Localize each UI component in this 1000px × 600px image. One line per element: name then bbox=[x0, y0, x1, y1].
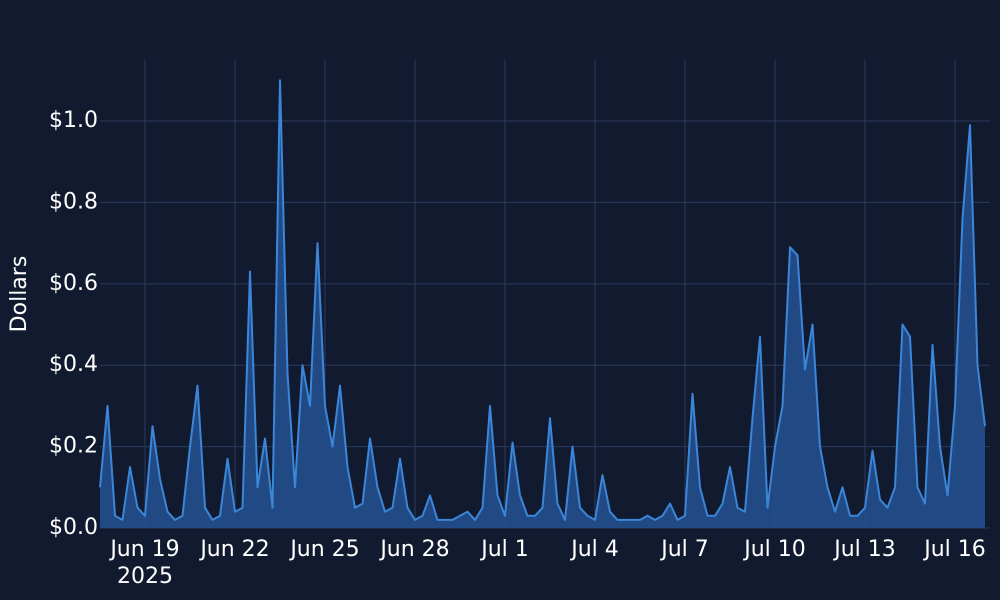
x-tick-label: Jul 4 bbox=[569, 537, 619, 562]
x-tick-label: Jul 16 bbox=[922, 537, 986, 562]
x-tick-label: Jun 28 bbox=[378, 537, 449, 562]
y-tick-label: $1.0 bbox=[49, 108, 98, 133]
y-tick-label: $0.2 bbox=[49, 434, 98, 459]
data-line bbox=[99, 79, 986, 521]
y-tick-label: $0.6 bbox=[49, 271, 98, 296]
x-tick-label: Jul 1 bbox=[479, 537, 529, 562]
x-tick-label: Jun 25 bbox=[288, 537, 359, 562]
y-axis-label: Dollars bbox=[7, 256, 32, 333]
y-tick-label: $0.0 bbox=[49, 515, 98, 540]
area-fill bbox=[100, 80, 985, 529]
x-tick-label: Jul 13 bbox=[832, 537, 896, 562]
y-tick-label: $0.8 bbox=[49, 189, 98, 214]
x-tick-label: Jul 10 bbox=[742, 537, 806, 562]
x-tick-label: Jul 7 bbox=[659, 537, 709, 562]
y-tick-label: $0.4 bbox=[49, 352, 98, 377]
x-year-label: 2025 bbox=[117, 564, 173, 589]
x-tick-label: Jun 22 bbox=[198, 537, 269, 562]
x-tick-label: Jun 19 bbox=[108, 537, 179, 562]
